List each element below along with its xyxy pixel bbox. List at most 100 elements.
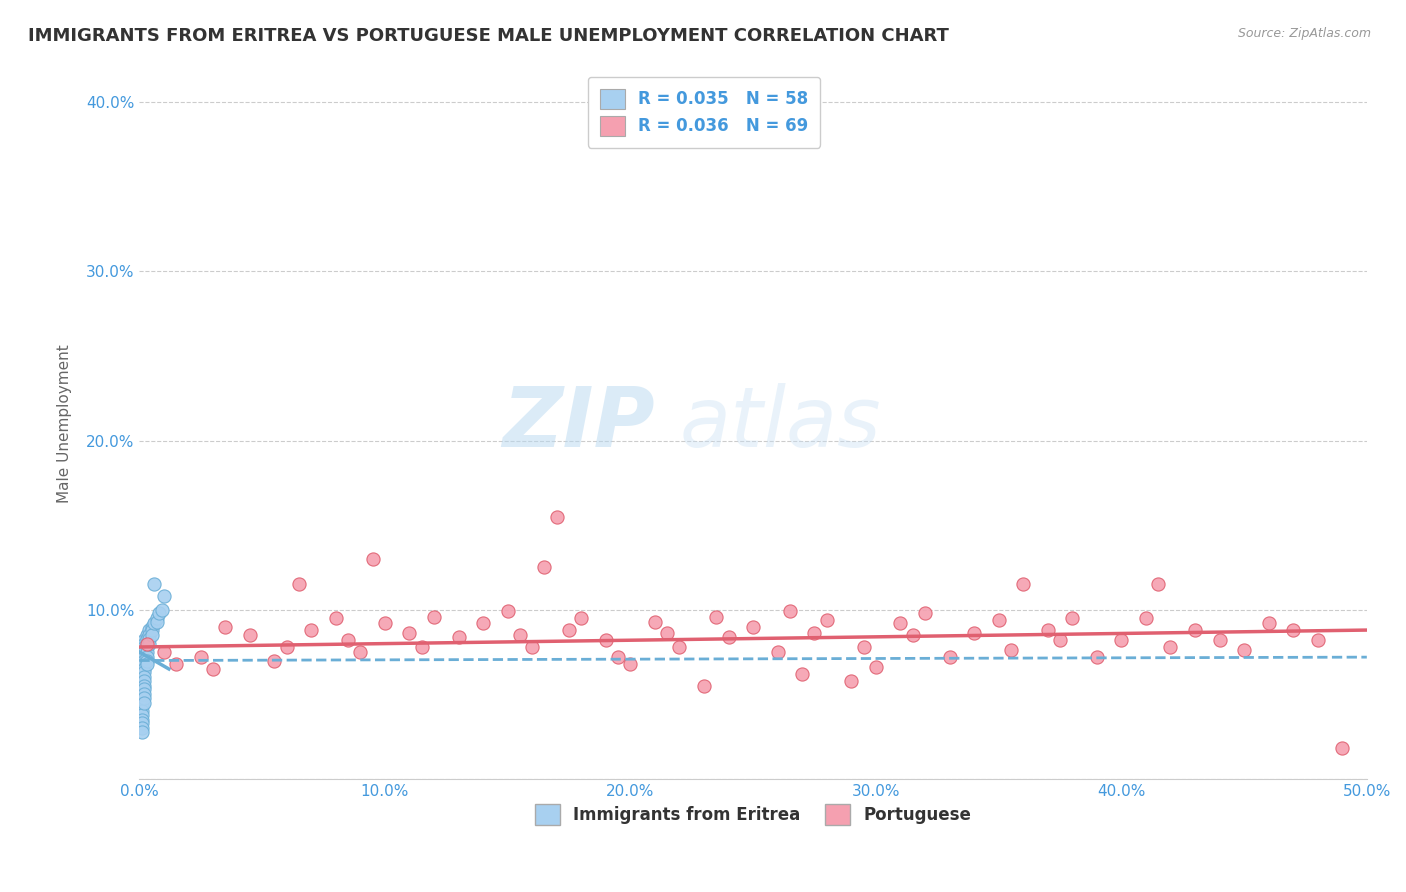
Point: [134, 687, 156, 701]
Point: [522, 640, 544, 654]
Point: [398, 626, 420, 640]
Point: [134, 650, 156, 665]
Point: [135, 645, 157, 659]
Point: [852, 640, 875, 654]
Point: [668, 640, 690, 654]
Point: [901, 628, 924, 642]
Point: [1208, 633, 1230, 648]
Point: [145, 611, 167, 625]
Point: [865, 660, 887, 674]
Point: [135, 657, 157, 671]
Point: [135, 637, 157, 651]
Point: [134, 679, 156, 693]
Point: [337, 633, 360, 648]
Point: [276, 640, 298, 654]
Point: [1159, 640, 1181, 654]
Point: [138, 623, 160, 637]
Point: [1135, 611, 1157, 625]
Point: [717, 630, 740, 644]
Point: [693, 679, 716, 693]
Point: [135, 653, 157, 667]
Point: [349, 645, 371, 659]
Point: [742, 620, 765, 634]
Point: [145, 615, 167, 629]
Point: [131, 670, 153, 684]
Point: [134, 633, 156, 648]
Point: [963, 626, 986, 640]
Text: ZIP: ZIP: [502, 384, 655, 464]
Point: [472, 616, 495, 631]
Point: [803, 626, 825, 640]
Point: [148, 606, 170, 620]
Point: [134, 640, 156, 654]
Point: [131, 699, 153, 714]
Point: [1111, 633, 1133, 648]
Point: [141, 620, 163, 634]
Point: [134, 696, 156, 710]
Point: [1012, 577, 1035, 591]
Point: [546, 509, 568, 524]
Point: [704, 609, 727, 624]
Point: [792, 667, 814, 681]
Point: [1233, 643, 1256, 657]
Point: [644, 615, 666, 629]
Text: Source: ZipAtlas.com: Source: ZipAtlas.com: [1237, 27, 1371, 40]
Point: [141, 623, 163, 637]
Point: [1184, 623, 1206, 637]
Point: [595, 633, 617, 648]
Point: [914, 606, 936, 620]
Point: [131, 673, 153, 688]
Point: [423, 609, 446, 624]
Y-axis label: Male Unemployment: Male Unemployment: [58, 344, 72, 503]
Point: [134, 662, 156, 676]
Point: [509, 628, 531, 642]
Legend: Immigrants from Eritrea, Portuguese: Immigrants from Eritrea, Portuguese: [524, 794, 981, 835]
Point: [288, 577, 311, 591]
Point: [141, 628, 163, 642]
Point: [134, 653, 156, 667]
Point: [134, 670, 156, 684]
Point: [839, 673, 862, 688]
Point: [239, 628, 262, 642]
Point: [447, 630, 470, 644]
Point: [657, 626, 679, 640]
Point: [153, 589, 176, 603]
Point: [131, 682, 153, 697]
Point: [190, 650, 212, 665]
Point: [202, 662, 225, 676]
Point: [131, 653, 153, 667]
Point: [569, 611, 592, 625]
Point: [325, 611, 347, 625]
Point: [1036, 623, 1059, 637]
Point: [134, 645, 156, 659]
Point: [496, 605, 519, 619]
Point: [1257, 616, 1279, 631]
Point: [361, 552, 384, 566]
Point: [131, 645, 153, 659]
Point: [135, 640, 157, 654]
Point: [134, 657, 156, 671]
Point: [135, 637, 157, 651]
Point: [138, 637, 160, 651]
Point: [138, 628, 160, 642]
Point: [131, 665, 153, 680]
Point: [607, 650, 630, 665]
Point: [766, 645, 789, 659]
Point: [135, 628, 157, 642]
Point: [138, 632, 160, 646]
Point: [131, 724, 153, 739]
Point: [131, 687, 153, 701]
Point: [153, 645, 176, 659]
Point: [263, 653, 285, 667]
Point: [1282, 623, 1305, 637]
Point: [143, 616, 166, 631]
Point: [134, 673, 156, 688]
Point: [134, 637, 156, 651]
Point: [131, 716, 153, 731]
Point: [143, 577, 166, 591]
Point: [1049, 633, 1071, 648]
Point: [1331, 741, 1354, 756]
Point: [779, 605, 801, 619]
Point: [131, 707, 153, 722]
Point: [131, 648, 153, 663]
